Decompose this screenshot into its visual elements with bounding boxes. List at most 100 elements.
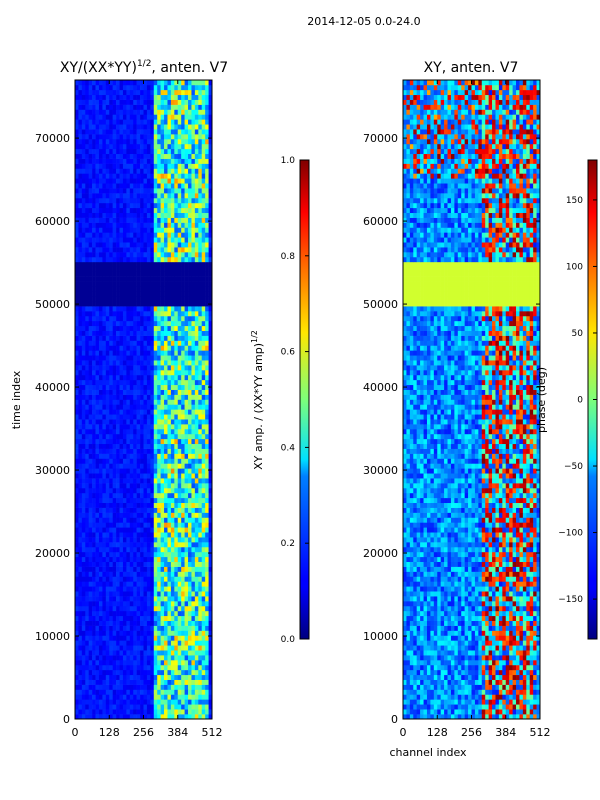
amplitude-heatmap-cell <box>102 193 107 199</box>
amplitude-heatmap-cell <box>205 247 209 253</box>
amplitude-heatmap-cell <box>167 374 172 381</box>
amplitude-heatmap-cell <box>167 586 172 592</box>
amplitude-heatmap-cell <box>75 217 79 223</box>
amplitude-heatmap-cell <box>95 669 100 676</box>
amplitude-heatmap-cell <box>191 409 196 415</box>
amplitude-heatmap-cell <box>95 247 100 253</box>
amplitude-heatmap-cell <box>112 296 117 302</box>
amplitude-heatmap-cell <box>198 335 203 341</box>
amplitude-heatmap-cell <box>160 571 165 577</box>
amplitude-heatmap-cell <box>146 601 151 607</box>
amplitude-heatmap-cell <box>201 581 206 587</box>
amplitude-heatmap-cell <box>208 655 212 661</box>
amplitude-heatmap-cell <box>181 679 185 685</box>
amplitude-heatmap-cell <box>167 655 172 661</box>
amplitude-heatmap-cell <box>181 311 185 317</box>
amplitude-heatmap-cell <box>177 438 182 445</box>
amplitude-heatmap-cell <box>119 709 124 715</box>
amplitude-heatmap-cell <box>153 350 158 356</box>
amplitude-heatmap-cell <box>188 256 192 263</box>
amplitude-heatmap-cell <box>75 448 79 454</box>
amplitude-heatmap-cell <box>119 266 124 272</box>
amplitude-heatmap-cell <box>160 311 165 317</box>
amplitude-heatmap-cell <box>109 143 113 150</box>
amplitude-heatmap-cell <box>109 148 113 155</box>
amplitude-heatmap-cell <box>116 143 120 150</box>
amplitude-heatmap-cell <box>157 355 161 361</box>
amplitude-heatmap-cell <box>191 615 196 621</box>
amplitude-heatmap-cell <box>105 389 110 395</box>
amplitude-heatmap-cell <box>95 350 100 356</box>
amplitude-heatmap-cell <box>160 684 165 690</box>
amplitude-heatmap-cell <box>188 424 192 430</box>
amplitude-heatmap-cell <box>184 320 189 327</box>
amplitude-heatmap-cell <box>95 487 100 494</box>
amplitude-heatmap-cell <box>208 674 212 680</box>
amplitude-heatmap-cell <box>201 542 206 548</box>
amplitude-heatmap-cell <box>184 276 189 282</box>
amplitude-heatmap-cell <box>160 610 165 617</box>
amplitude-heatmap-cell <box>88 689 93 695</box>
amplitude-heatmap-cell <box>88 399 93 405</box>
amplitude-heatmap-cell <box>92 148 96 155</box>
amplitude-heatmap-cell <box>160 261 165 268</box>
amplitude-heatmap-cell <box>81 291 86 297</box>
amplitude-heatmap-cell <box>136 188 141 194</box>
amplitude-heatmap-cell <box>88 232 93 238</box>
amplitude-heatmap-cell <box>116 561 120 567</box>
amplitude-heatmap-cell <box>136 143 141 150</box>
amplitude-heatmap-cell <box>191 119 196 125</box>
amplitude-heatmap-cell <box>95 178 100 184</box>
amplitude-heatmap-cell <box>194 148 199 155</box>
amplitude-heatmap-cell <box>95 684 100 690</box>
amplitude-heatmap-cell <box>150 384 155 390</box>
amplitude-heatmap-cell <box>105 227 110 233</box>
amplitude-heatmap-cell <box>116 247 120 253</box>
amplitude-heatmap-cell <box>119 291 124 297</box>
amplitude-heatmap-cell <box>181 202 185 209</box>
amplitude-heatmap-cell <box>112 517 117 523</box>
amplitude-heatmap-cell <box>78 114 83 120</box>
amplitude-heatmap-cell <box>143 571 148 577</box>
amplitude-heatmap-cell <box>133 522 137 528</box>
amplitude-heatmap-cell <box>143 527 148 533</box>
amplitude-heatmap-cell <box>81 591 86 597</box>
amplitude-heatmap-cell <box>191 350 196 356</box>
amplitude-heatmap-cell <box>143 374 148 381</box>
amplitude-heatmap-cell <box>194 468 199 474</box>
amplitude-heatmap-cell <box>164 291 168 297</box>
amplitude-heatmap-cell <box>167 222 172 228</box>
amplitude-heatmap-cell <box>170 315 175 322</box>
amplitude-heatmap-cell <box>119 384 124 390</box>
amplitude-heatmap-cell <box>146 173 151 179</box>
amplitude-heatmap-cell <box>146 468 151 474</box>
amplitude-heatmap-cell <box>167 438 172 445</box>
amplitude-heatmap-cell <box>170 591 175 597</box>
amplitude-heatmap-cell <box>201 315 206 322</box>
amplitude-heatmap-cell <box>88 424 93 430</box>
amplitude-heatmap-cell <box>122 355 127 361</box>
amplitude-heatmap-cell <box>119 315 124 322</box>
amplitude-heatmap-cell <box>129 261 134 268</box>
amplitude-heatmap-cell <box>146 325 151 331</box>
amplitude-heatmap-cell <box>194 551 199 558</box>
amplitude-heatmap-cell <box>102 596 107 602</box>
amplitude-heatmap-cell <box>208 404 212 410</box>
amplitude-heatmap-cell <box>119 389 124 395</box>
amplitude-heatmap-cell <box>150 428 155 435</box>
amplitude-heatmap-cell <box>150 635 155 641</box>
amplitude-heatmap-cell <box>112 512 117 518</box>
amplitude-heatmap-cell <box>119 669 124 676</box>
amplitude-heatmap-cell <box>157 138 161 145</box>
amplitude-heatmap-cell <box>85 370 89 376</box>
amplitude-heatmap-cell <box>160 419 165 425</box>
amplitude-heatmap-cell <box>143 714 148 719</box>
amplitude-heatmap-cell <box>160 237 165 243</box>
amplitude-heatmap-cell <box>188 561 192 567</box>
amplitude-heatmap-cell <box>208 197 212 204</box>
amplitude-heatmap-cell <box>85 340 89 346</box>
amplitude-heatmap-cell <box>191 148 196 155</box>
amplitude-heatmap-cell <box>112 114 117 120</box>
amplitude-heatmap-cell <box>160 527 165 533</box>
amplitude-heatmap-cell <box>75 202 79 209</box>
